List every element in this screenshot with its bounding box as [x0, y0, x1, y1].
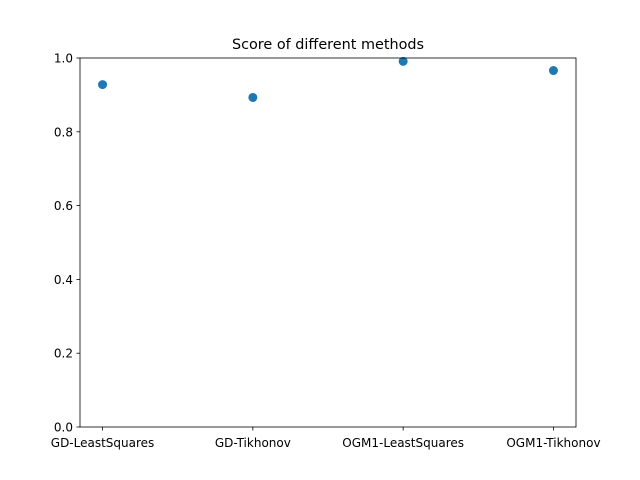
data-point	[398, 56, 408, 66]
y-tick-label: 0.4	[54, 273, 73, 287]
x-axis: GD-LeastSquares GD-Tikhonov OGM1-LeastSqua…	[51, 427, 601, 450]
x-tick-label: OGM1-LeastSquares	[342, 436, 464, 450]
y-tick-label: 0.0	[54, 421, 73, 435]
y-axis: 0.0 0.2 0.4 0.6 0.8 1.0	[54, 52, 80, 435]
chart-title: Score of different methods	[232, 37, 424, 53]
data-points	[98, 56, 558, 102]
data-point	[548, 66, 558, 76]
data-point	[98, 80, 108, 90]
y-tick-label: 0.6	[54, 199, 73, 213]
data-point	[248, 92, 258, 102]
y-tick-label: 1.0	[54, 52, 73, 66]
x-tick-label: GD-LeastSquares	[51, 436, 155, 450]
x-tick-label: OGM1-Tikhonov	[506, 436, 600, 450]
plot-frame	[79, 57, 577, 428]
y-tick-label: 0.8	[54, 125, 73, 139]
y-tick-label: 0.2	[54, 347, 73, 361]
x-tick-label: GD-Tikhonov	[215, 436, 291, 450]
